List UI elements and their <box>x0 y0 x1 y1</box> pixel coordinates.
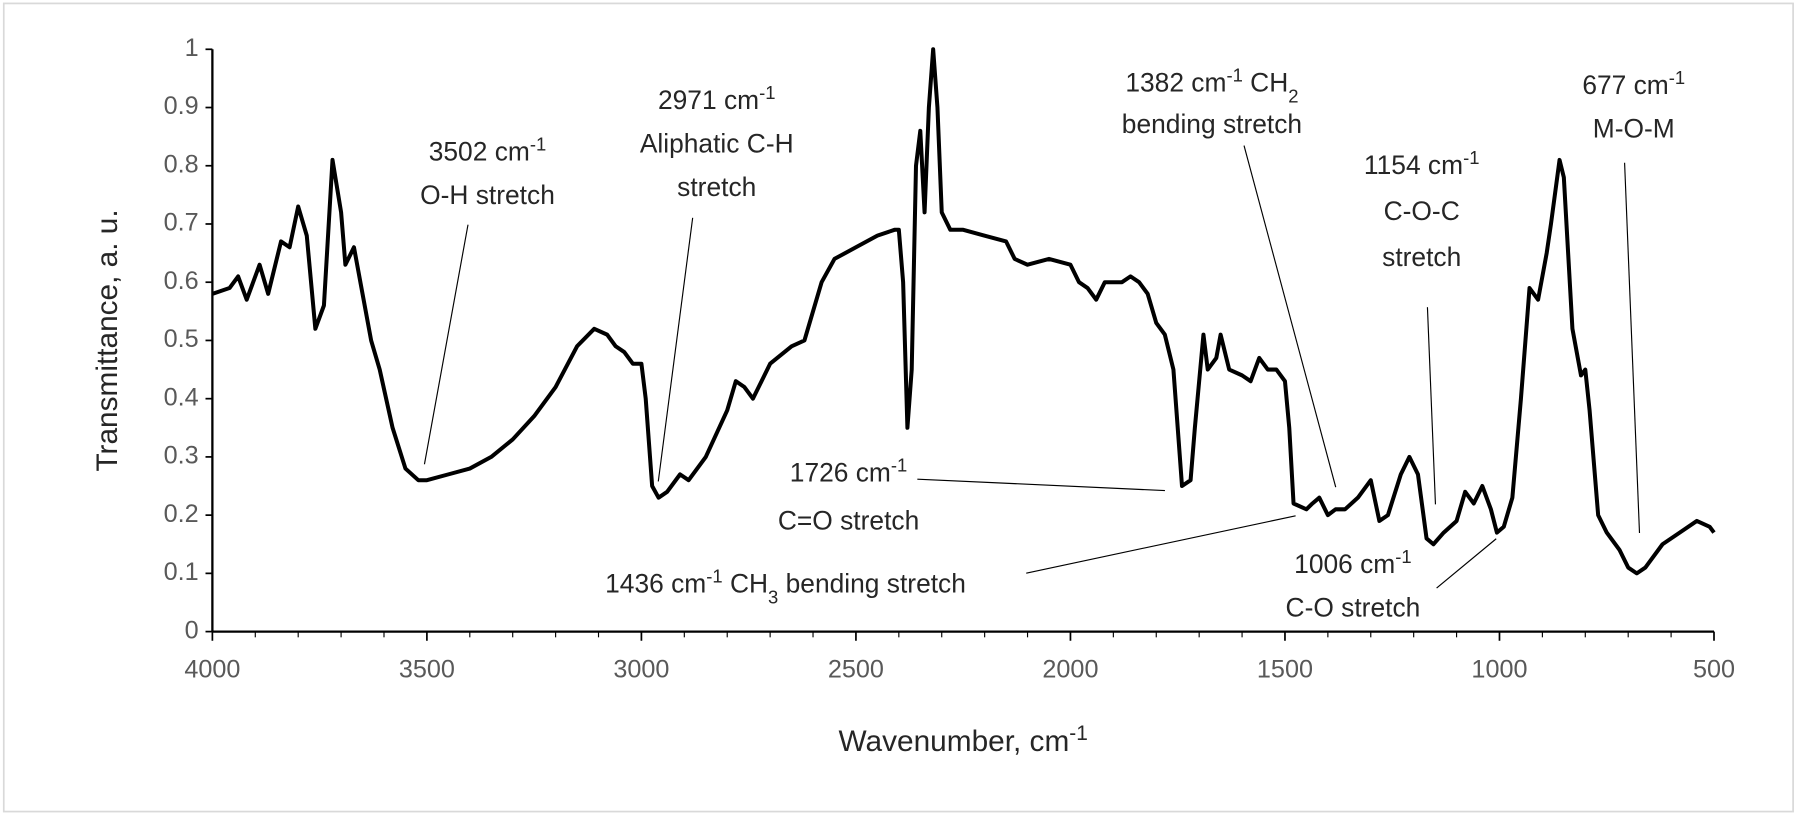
x-tick-label: 3500 <box>399 655 455 683</box>
x-tick-label: 2500 <box>828 655 884 683</box>
annotation-leader <box>1624 162 1641 534</box>
annotation-text-part: -1 <box>1463 147 1479 168</box>
y-tick-label: 0.1 <box>164 558 199 586</box>
y-tick-label: 0.8 <box>164 150 199 178</box>
annotation-text-part: C-O stretch <box>1286 593 1421 623</box>
annotation-text-part: 1726 cm <box>790 457 891 487</box>
annotation-text-part: -1 <box>1226 64 1242 85</box>
annotation-text-part: CH <box>723 569 768 599</box>
annotation-leader <box>423 224 469 465</box>
x-tick-label: 4000 <box>184 655 240 683</box>
annotation-text-part: 3 <box>768 586 778 607</box>
annotation-text-part: stretch <box>677 172 756 202</box>
annotation-text-part: C=O stretch <box>778 506 919 536</box>
annotation-leader <box>657 217 694 482</box>
annotation-text-part: M-O-M <box>1593 114 1675 144</box>
y-tick-label: 0.7 <box>164 209 199 237</box>
annotation-text: 1154 cm-1 <box>1364 147 1480 181</box>
annotation-text-part: -1 <box>706 565 722 586</box>
annotation-leader <box>1026 515 1296 574</box>
annotation-text: stretch <box>1382 242 1461 272</box>
annotation-text-part: Aliphatic C-H <box>640 128 794 158</box>
annotation-text-part: CH <box>1243 68 1288 98</box>
annotation-text-part: C-O-C <box>1384 196 1460 226</box>
annotation-text-part: O-H stretch <box>420 180 555 210</box>
annotation-text-part: 677 cm <box>1582 70 1668 100</box>
annotation-text-part: 2971 cm <box>658 85 759 115</box>
annotation-text: 3502 cm-1 <box>429 133 547 167</box>
y-tick-label: 0.5 <box>164 325 199 353</box>
annotation-text: C=O stretch <box>778 506 919 536</box>
annotation-text-part: 3502 cm <box>429 136 530 166</box>
annotation-text: Aliphatic C-H <box>640 128 794 158</box>
x-tick-label: 1500 <box>1257 655 1313 683</box>
y-tick-label: 0.6 <box>164 267 199 295</box>
x-axis-title: Wavenumber, cm-1 <box>839 721 1088 757</box>
annotation-text-part: -1 <box>759 81 775 102</box>
annotation-text: M-O-M <box>1593 114 1675 144</box>
x-axis-title-part: -1 <box>1069 721 1088 744</box>
annotation-leader <box>917 478 1165 492</box>
x-axis-title-part: Wavenumber, cm <box>839 725 1070 758</box>
annotation-text: 1726 cm-1 <box>790 454 908 488</box>
annotation-text-part: -1 <box>891 454 907 475</box>
annotation-text: stretch <box>677 172 756 202</box>
y-axis-title: Transmittance, a. u. <box>91 209 124 471</box>
y-tick-label: 0.2 <box>164 500 199 528</box>
y-tick-label: 1 <box>185 34 199 62</box>
annotation-text: 1436 cm-1 CH3 bending stretch <box>605 565 966 607</box>
x-tick-label: 2000 <box>1042 655 1098 683</box>
annotation-text-part: -1 <box>530 133 546 154</box>
annotation-text-part: 1154 cm <box>1364 150 1463 180</box>
x-tick-label: 3000 <box>613 655 669 683</box>
annotation-text: 1382 cm-1 CH2 <box>1125 64 1298 106</box>
annotation-leader <box>1426 307 1437 505</box>
annotation-text: 1006 cm-1 <box>1294 546 1412 580</box>
annotation-text: 677 cm-1 <box>1582 66 1685 100</box>
y-tick-label: 0.9 <box>164 92 199 120</box>
annotation-text: C-O stretch <box>1286 593 1421 623</box>
y-tick-label: 0.3 <box>164 442 199 470</box>
x-tick-label: 500 <box>1693 655 1735 683</box>
spectrum-line <box>211 47 1716 576</box>
annotation-text-part: 1436 cm <box>605 569 706 599</box>
annotation-leader <box>1243 145 1337 488</box>
annotation-text-part: -1 <box>1395 546 1411 567</box>
annotation-text-part: -1 <box>1669 66 1685 87</box>
annotation-text-part: bending stretch <box>1122 109 1302 139</box>
annotation-text-part: 1006 cm <box>1294 549 1395 579</box>
annotation-leader <box>1436 538 1497 589</box>
annotation-text: O-H stretch <box>420 180 555 210</box>
y-tick-label: 0 <box>185 616 199 644</box>
annotation-text: bending stretch <box>1122 109 1302 139</box>
annotation-text: 2971 cm-1 <box>658 81 776 115</box>
annotation-text-part: stretch <box>1382 242 1461 272</box>
annotation-text-part: bending stretch <box>778 569 966 599</box>
annotation-text-part: 2 <box>1288 85 1298 106</box>
annotation-text-part: 1382 cm <box>1125 68 1226 98</box>
y-tick-label: 0.4 <box>164 383 199 411</box>
annotation-text: C-O-C <box>1384 196 1460 226</box>
x-tick-label: 1000 <box>1471 655 1527 683</box>
